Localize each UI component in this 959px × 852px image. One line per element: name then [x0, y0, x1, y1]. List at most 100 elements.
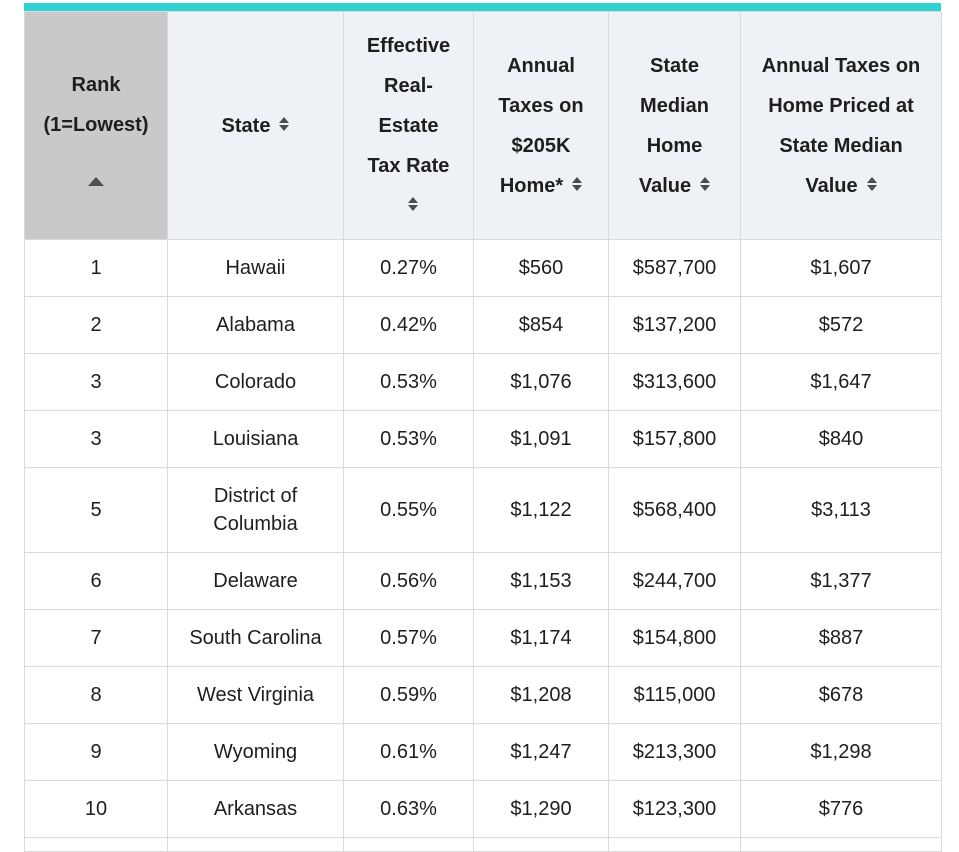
- cell-taxes_205k: $560: [473, 239, 609, 297]
- column-label-line: Estate: [350, 106, 467, 146]
- cell-median_value: $244,700: [608, 552, 741, 610]
- column-label-text: Tax Rate: [367, 154, 450, 177]
- column-label-line: Home*: [480, 166, 602, 206]
- cell-empty: [24, 837, 168, 852]
- column-label-text: State: [650, 54, 699, 77]
- header-row: Rank (1=Lowest) State Effective Real- Estat…: [24, 11, 942, 240]
- cell-taxes_median: $3,113: [740, 467, 942, 553]
- column-label-line: Annual: [480, 46, 602, 86]
- cell-tax_rate: 0.59%: [343, 666, 474, 724]
- column-label-text: Home*: [499, 174, 564, 197]
- column-label-text: $205K: [511, 134, 571, 157]
- cell-median_value: $568,400: [608, 467, 741, 553]
- cell-median_value: $123,300: [608, 780, 741, 838]
- col-header-median-value[interactable]: State Median Home Value: [608, 11, 741, 240]
- cell-state: Hawaii: [167, 239, 344, 297]
- column-label-line: Median: [615, 86, 734, 126]
- column-label-line: Real-: [350, 66, 467, 106]
- cell-rank: 2: [24, 296, 168, 354]
- cell-tax_rate: 0.56%: [343, 552, 474, 610]
- cell-rank: 7: [24, 609, 168, 667]
- cell-taxes_median: $1,647: [740, 353, 942, 411]
- cell-state: South Carolina: [167, 609, 344, 667]
- column-label-text: Value: [638, 174, 692, 197]
- cell-taxes_205k: $1,153: [473, 552, 609, 610]
- cell-median_value: $157,800: [608, 410, 741, 468]
- col-header-tax-rate[interactable]: Effective Real- Estate Tax Rate: [343, 11, 474, 240]
- cell-taxes_205k: $1,122: [473, 467, 609, 553]
- cell-tax_rate: 0.53%: [343, 410, 474, 468]
- cell-state: Arkansas: [167, 780, 344, 838]
- table-body: 1 Hawaii 0.27% $560 $587,700 $1,607 2 Alabama 0.…: [24, 239, 942, 852]
- column-label-text: Home: [646, 134, 703, 157]
- cell-empty: [608, 837, 741, 852]
- cell-state: Colorado: [167, 353, 344, 411]
- cell-empty: [343, 837, 474, 852]
- tax-rate-table-container: Rank (1=Lowest) State Effective Real- Estat…: [24, 3, 942, 852]
- column-label-text: Estate: [378, 114, 439, 137]
- cell-tax_rate: 0.57%: [343, 609, 474, 667]
- cell-taxes_205k: $854: [473, 296, 609, 354]
- cell-empty: [473, 837, 609, 852]
- column-label-line: Home: [615, 126, 734, 166]
- cell-taxes_205k: $1,208: [473, 666, 609, 724]
- sort-ascending-icon: [88, 146, 104, 186]
- column-label-text: Effective: [366, 34, 451, 57]
- cell-rank: 5: [24, 467, 168, 553]
- column-label-line: (1=Lowest): [31, 105, 161, 145]
- column-label-line: Value: [747, 166, 935, 206]
- col-header-rank[interactable]: Rank (1=Lowest): [24, 11, 168, 240]
- cell-taxes_median: $678: [740, 666, 942, 724]
- cell-state: Wyoming: [167, 723, 344, 781]
- cell-median_value: $137,200: [608, 296, 741, 354]
- cell-rank: 9: [24, 723, 168, 781]
- cell-taxes_205k: $1,091: [473, 410, 609, 468]
- sort-both-icon: [279, 117, 290, 132]
- column-label-line: Home Priced at: [747, 86, 935, 126]
- table-row: 6 Delaware 0.56% $1,153 $244,700 $1,377: [24, 552, 942, 610]
- partial-row: [24, 837, 942, 852]
- cell-taxes_205k: $1,247: [473, 723, 609, 781]
- column-label-line: Tax Rate: [350, 146, 467, 186]
- cell-state: Louisiana: [167, 410, 344, 468]
- cell-rank: 3: [24, 353, 168, 411]
- table-row: 2 Alabama 0.42% $854 $137,200 $572: [24, 296, 942, 354]
- column-label-line: State: [615, 46, 734, 86]
- accent-bar: [24, 3, 941, 11]
- cell-taxes_205k: $1,174: [473, 609, 609, 667]
- table-row: 5 District of Columbia 0.55% $1,122 $568,400…: [24, 467, 942, 553]
- column-label-text: State: [221, 114, 271, 137]
- cell-median_value: $313,600: [608, 353, 741, 411]
- cell-median_value: $213,300: [608, 723, 741, 781]
- column-label-text: Rank: [71, 74, 121, 97]
- cell-taxes_median: $840: [740, 410, 942, 468]
- column-label-text: Annual Taxes on: [761, 54, 921, 77]
- column-label-line: State: [174, 106, 337, 146]
- sort-both-icon: [700, 177, 711, 192]
- column-label-text: Taxes on: [498, 94, 584, 117]
- property-tax-table: Rank (1=Lowest) State Effective Real- Estat…: [24, 11, 942, 852]
- column-label-line: $205K: [480, 126, 602, 166]
- cell-tax_rate: 0.42%: [343, 296, 474, 354]
- table-row: 7 South Carolina 0.57% $1,174 $154,800 $887: [24, 609, 942, 667]
- cell-empty: [740, 837, 942, 852]
- table-row: 3 Colorado 0.53% $1,076 $313,600 $1,647: [24, 353, 942, 411]
- cell-taxes_median: $572: [740, 296, 942, 354]
- cell-tax_rate: 0.63%: [343, 780, 474, 838]
- cell-taxes_median: $776: [740, 780, 942, 838]
- column-label-line: Taxes on: [480, 86, 602, 126]
- sort-both-icon: [408, 197, 418, 212]
- column-label-text: (1=Lowest): [43, 114, 149, 137]
- table-row: 9 Wyoming 0.61% $1,247 $213,300 $1,298: [24, 723, 942, 781]
- column-label-text: Real-: [384, 74, 433, 97]
- cell-state: District of Columbia: [167, 467, 344, 553]
- col-header-state[interactable]: State: [167, 11, 344, 240]
- column-label-line: State Median: [747, 126, 935, 166]
- cell-state: West Virginia: [167, 666, 344, 724]
- col-header-taxes-median[interactable]: Annual Taxes on Home Priced at State Media…: [740, 11, 942, 240]
- cell-taxes_median: $1,607: [740, 239, 942, 297]
- cell-state: Alabama: [167, 296, 344, 354]
- col-header-taxes-205k[interactable]: Annual Taxes on $205K Home*: [473, 11, 609, 240]
- column-label-text: Home Priced at: [768, 94, 914, 117]
- cell-rank: 3: [24, 410, 168, 468]
